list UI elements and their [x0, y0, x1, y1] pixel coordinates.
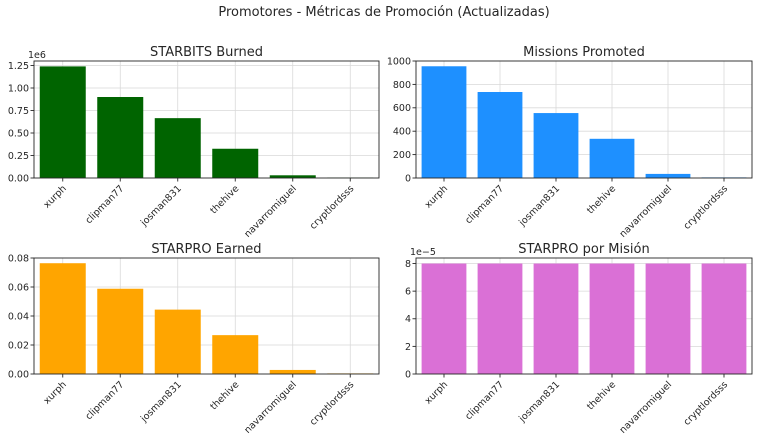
- bar-navarromiguel: [269, 175, 316, 178]
- bar-thehive: [589, 263, 635, 374]
- x-tick-label: cryptlordsss: [308, 183, 357, 232]
- bar-clipman77: [477, 92, 523, 178]
- bar-josman831: [533, 263, 579, 374]
- y-tick-label: 200: [393, 150, 411, 161]
- bar-clipman77: [97, 97, 144, 178]
- bar-clipman77: [97, 288, 144, 374]
- y-tick-label: 0: [405, 173, 411, 184]
- axis-offset-label: 1e−5: [410, 247, 436, 258]
- bar-navarromiguel: [645, 173, 691, 178]
- chart-title: STARBITS Burned: [150, 45, 263, 60]
- y-tick-label: 0: [405, 369, 411, 380]
- x-tick-label: cryptlordsss: [308, 379, 357, 428]
- y-tick-label: 0.08: [8, 253, 29, 264]
- axes-frame: [33, 60, 380, 179]
- x-tick-label: josman831: [138, 183, 184, 229]
- figure-title: Promotores - Métricas de Promoción (Actu…: [218, 5, 549, 20]
- x-tick-label: navarromiguel: [242, 379, 299, 436]
- x-tick-label: josman831: [138, 379, 184, 425]
- axes-frame: [415, 257, 753, 375]
- chart-title: STARPRO Earned: [151, 242, 261, 257]
- bar-thehive: [212, 335, 259, 374]
- y-tick-label: 2: [405, 342, 411, 353]
- y-tick-label: 0.04: [8, 311, 29, 322]
- x-tick-label: josman831: [516, 379, 562, 425]
- x-tick-label: cryptlordsss: [682, 183, 731, 232]
- x-tick-label: thehive: [208, 379, 241, 412]
- bar-josman831: [154, 118, 201, 178]
- y-tick-label: 0.25: [8, 151, 29, 162]
- bar-navarromiguel: [269, 369, 316, 374]
- chart-title: Missions Promoted: [523, 45, 645, 60]
- bar-xurph: [39, 66, 86, 178]
- x-tick-label: thehive: [585, 183, 618, 216]
- y-tick-label: 0.00: [8, 369, 29, 380]
- x-tick-label: navarromiguel: [618, 183, 675, 240]
- y-tick-label: 1000: [387, 56, 411, 67]
- x-tick-label: xurph: [423, 379, 450, 406]
- bar-xurph: [421, 66, 467, 178]
- axis-offset-label: 1e6: [28, 50, 46, 61]
- x-tick-label: xurph: [42, 183, 69, 210]
- axes-frame: [33, 257, 380, 375]
- y-tick-label: 400: [393, 127, 411, 138]
- bar-cryptlordsss: [701, 263, 747, 374]
- y-tick-label: 0.50: [8, 128, 29, 139]
- bar-clipman77: [477, 263, 523, 374]
- x-tick-label: josman831: [516, 183, 562, 229]
- axes-frame: [415, 60, 753, 179]
- y-tick-label: 800: [393, 80, 411, 91]
- bar-thehive: [589, 138, 635, 178]
- x-tick-label: thehive: [208, 183, 241, 216]
- y-tick-label: 0.06: [8, 282, 29, 293]
- y-tick-label: 0.00: [8, 173, 29, 184]
- y-tick-label: 6: [405, 287, 411, 298]
- bar-xurph: [39, 263, 86, 374]
- x-tick-label: xurph: [42, 379, 69, 406]
- bar-josman831: [154, 309, 201, 374]
- y-tick-label: 4: [405, 314, 411, 325]
- bar-xurph: [421, 263, 467, 374]
- x-tick-label: clipman77: [463, 379, 506, 422]
- bar-thehive: [212, 148, 259, 178]
- x-tick-label: cryptlordsss: [682, 379, 731, 428]
- x-tick-label: navarromiguel: [242, 183, 299, 240]
- chart-4: 0 2 4 6 8 xurph clipman77 josman831 thehive navar…: [405, 242, 753, 436]
- chart-title: STARPRO por Misión: [518, 242, 649, 257]
- y-tick-label: 0.02: [8, 340, 29, 351]
- y-tick-label: 0.75: [8, 106, 29, 117]
- y-tick-label: 1.00: [8, 83, 29, 94]
- y-tick-label: 1.25: [8, 61, 29, 72]
- y-tick-label: 8: [405, 259, 411, 270]
- chart-3: 0.00 0.02 0.04 0.06 0.08 xurph clipman77 josman…: [8, 242, 380, 436]
- x-tick-label: clipman77: [463, 183, 506, 226]
- x-tick-label: navarromiguel: [618, 379, 675, 436]
- bar-navarromiguel: [645, 263, 691, 374]
- y-tick-label: 600: [393, 103, 411, 114]
- x-tick-label: xurph: [423, 183, 450, 210]
- bar-josman831: [533, 113, 579, 178]
- chart-1: 0.00 0.25 0.50 0.75 1.00 1.25 xurph clipman77 jo…: [8, 45, 380, 240]
- x-tick-label: thehive: [585, 379, 618, 412]
- chart-2: 0 200 400 600 800 1000 xurph clipman77 josman831…: [387, 45, 753, 240]
- x-tick-label: clipman77: [83, 183, 126, 226]
- x-tick-label: clipman77: [83, 379, 126, 422]
